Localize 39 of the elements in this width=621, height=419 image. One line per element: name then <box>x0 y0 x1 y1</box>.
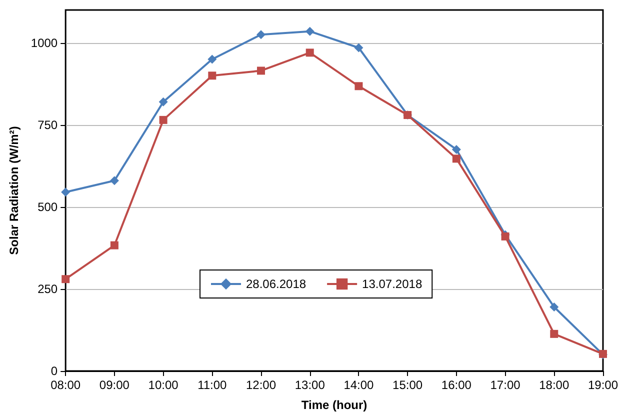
x-axis-title: Time (hour) <box>301 398 368 412</box>
x-tick-label: 13:00 <box>294 378 326 392</box>
x-tick-label: 12:00 <box>246 378 276 392</box>
y-tick-label: 500 <box>38 200 58 214</box>
point <box>158 97 168 106</box>
x-tick-label: 17:00 <box>490 378 521 392</box>
point <box>354 82 363 90</box>
point <box>452 144 461 154</box>
y-tick-label: 750 <box>38 118 58 132</box>
legend-label: 13.07.2018 <box>362 277 422 291</box>
point <box>208 72 216 80</box>
x-tick-label: 08:00 <box>50 378 81 392</box>
x-tick-label: 10:00 <box>148 378 179 392</box>
x-tick-label: 19:00 <box>588 378 618 392</box>
x-tick-label: 14:00 <box>344 378 374 392</box>
point <box>208 54 217 64</box>
x-tick-label: 16:00 <box>441 378 472 392</box>
point <box>306 48 314 57</box>
point <box>61 188 70 197</box>
y-tick-label: 0 <box>50 364 58 378</box>
point <box>452 154 460 163</box>
point <box>550 330 558 338</box>
point <box>159 116 168 124</box>
x-tick-label: 18:00 <box>539 378 570 392</box>
point <box>354 43 364 52</box>
x-tick-label: 15:00 <box>392 378 423 392</box>
point <box>62 275 70 284</box>
point <box>256 30 266 40</box>
point <box>110 241 118 250</box>
legend-label: 28.06.2018 <box>246 277 306 291</box>
point <box>257 66 266 75</box>
y-axis-title: Solar Radiation (W/m²) <box>7 126 21 255</box>
point <box>550 302 559 312</box>
point <box>110 176 119 186</box>
y-tick-label: 1000 <box>30 36 58 50</box>
y-tick-label: 250 <box>38 282 58 296</box>
point <box>305 26 314 36</box>
x-tick-label: 09:00 <box>99 378 130 392</box>
x-tick-label: 11:00 <box>198 378 228 392</box>
